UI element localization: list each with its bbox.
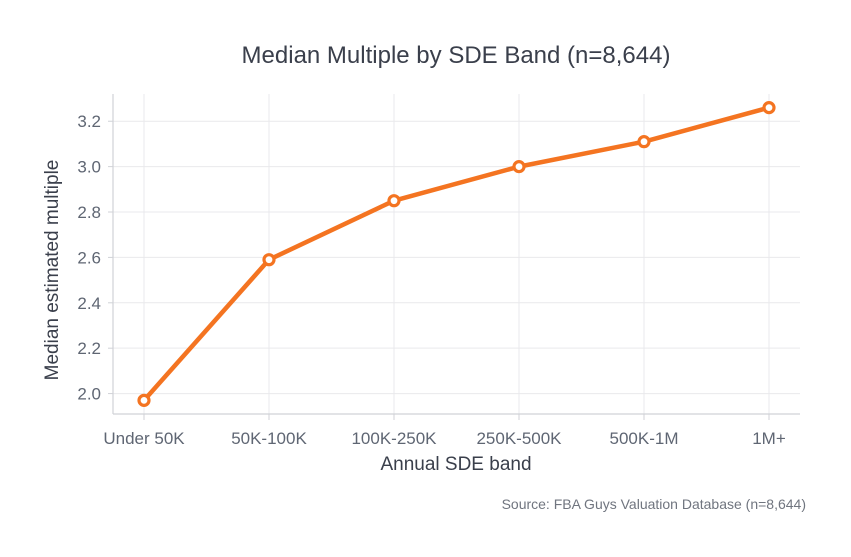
y-axis-ticks: 2.0 2.2 2.4 2.6 2.8 3.0 3.2 (77, 112, 113, 404)
y-tick-label: 2.8 (77, 203, 101, 222)
x-tick-label: 1M+ (752, 429, 786, 448)
x-tick-label: 100K-250K (351, 429, 437, 448)
y-tick-label: 3.0 (77, 158, 101, 177)
y-tick-label: 2.0 (77, 385, 101, 404)
y-tick-label: 3.2 (77, 112, 101, 131)
x-tick-label: 250K-500K (476, 429, 562, 448)
y-tick-label: 2.6 (77, 248, 101, 267)
grid (113, 94, 800, 414)
x-tick-label: 50K-100K (231, 429, 307, 448)
y-tick-label: 2.4 (77, 294, 101, 313)
data-point (637, 135, 651, 149)
x-axis-ticks: Under 50K 50K-100K 100K-250K 250K-500K 500K-… (103, 414, 786, 448)
series-line (141, 105, 772, 403)
x-axis-label: Annual SDE band (380, 454, 531, 475)
data-point (262, 253, 276, 267)
data-point (512, 160, 526, 174)
source-note: Source: FBA Guys Valuation Database (n=8… (502, 496, 806, 512)
data-point (137, 393, 151, 407)
x-tick-label: Under 50K (103, 429, 185, 448)
chart-title: Median Multiple by SDE Band (n=8,644) (242, 42, 671, 69)
data-point (762, 101, 776, 115)
data-points (137, 101, 776, 407)
axes (112, 94, 800, 415)
data-point (387, 194, 401, 208)
y-axis-label: Median estimated multiple (42, 160, 63, 381)
x-tick-label: 500K-1M (610, 429, 679, 448)
y-tick-label: 2.2 (77, 339, 101, 358)
